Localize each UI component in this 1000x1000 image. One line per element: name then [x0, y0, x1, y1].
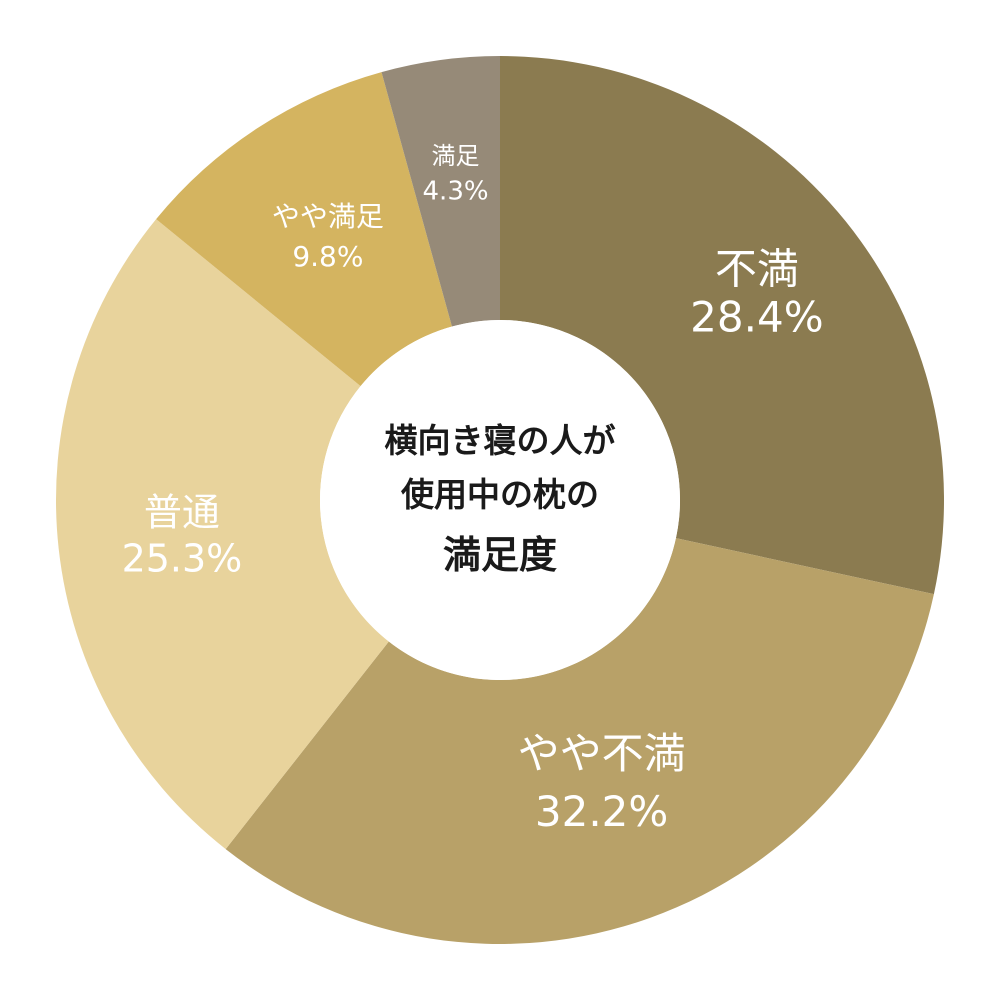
slice-value-label: 9.8% [292, 240, 363, 273]
slice-label-2: やや不満 32.2% [518, 729, 686, 836]
slice-label-4: やや満足 9.8% [272, 200, 384, 273]
slice-category-label: やや満足 [272, 200, 384, 233]
slice-category-label: やや不満 [518, 729, 686, 778]
slice-category-label: 不満 [715, 245, 799, 294]
slice-value-label: 4.3% [423, 177, 489, 207]
slice-4 [156, 72, 452, 387]
center-title-line-3: 満足度 [443, 533, 557, 577]
slice-2 [225, 538, 934, 944]
center-title: 横向き寝の人が 使用中の枕の 満足度 [385, 421, 616, 577]
slice-value-label: 25.3% [122, 536, 243, 580]
slice-3 [55, 219, 389, 850]
slice-category-label: 満足 [432, 142, 480, 170]
center-title-line-2: 使用中の枕の [401, 475, 599, 514]
slice-5 [381, 56, 500, 327]
slice-value-label: 32.2% [535, 787, 668, 836]
slices-group [55, 56, 944, 944]
slice-label-5: 満足 4.3% [423, 142, 489, 207]
center-title-line-1: 横向き寝の人が [385, 421, 616, 460]
slice-value-label: 28.4% [690, 293, 823, 342]
slice-1 [500, 56, 944, 595]
slice-category-label: 普通 [144, 490, 220, 534]
donut-hole [320, 320, 680, 680]
